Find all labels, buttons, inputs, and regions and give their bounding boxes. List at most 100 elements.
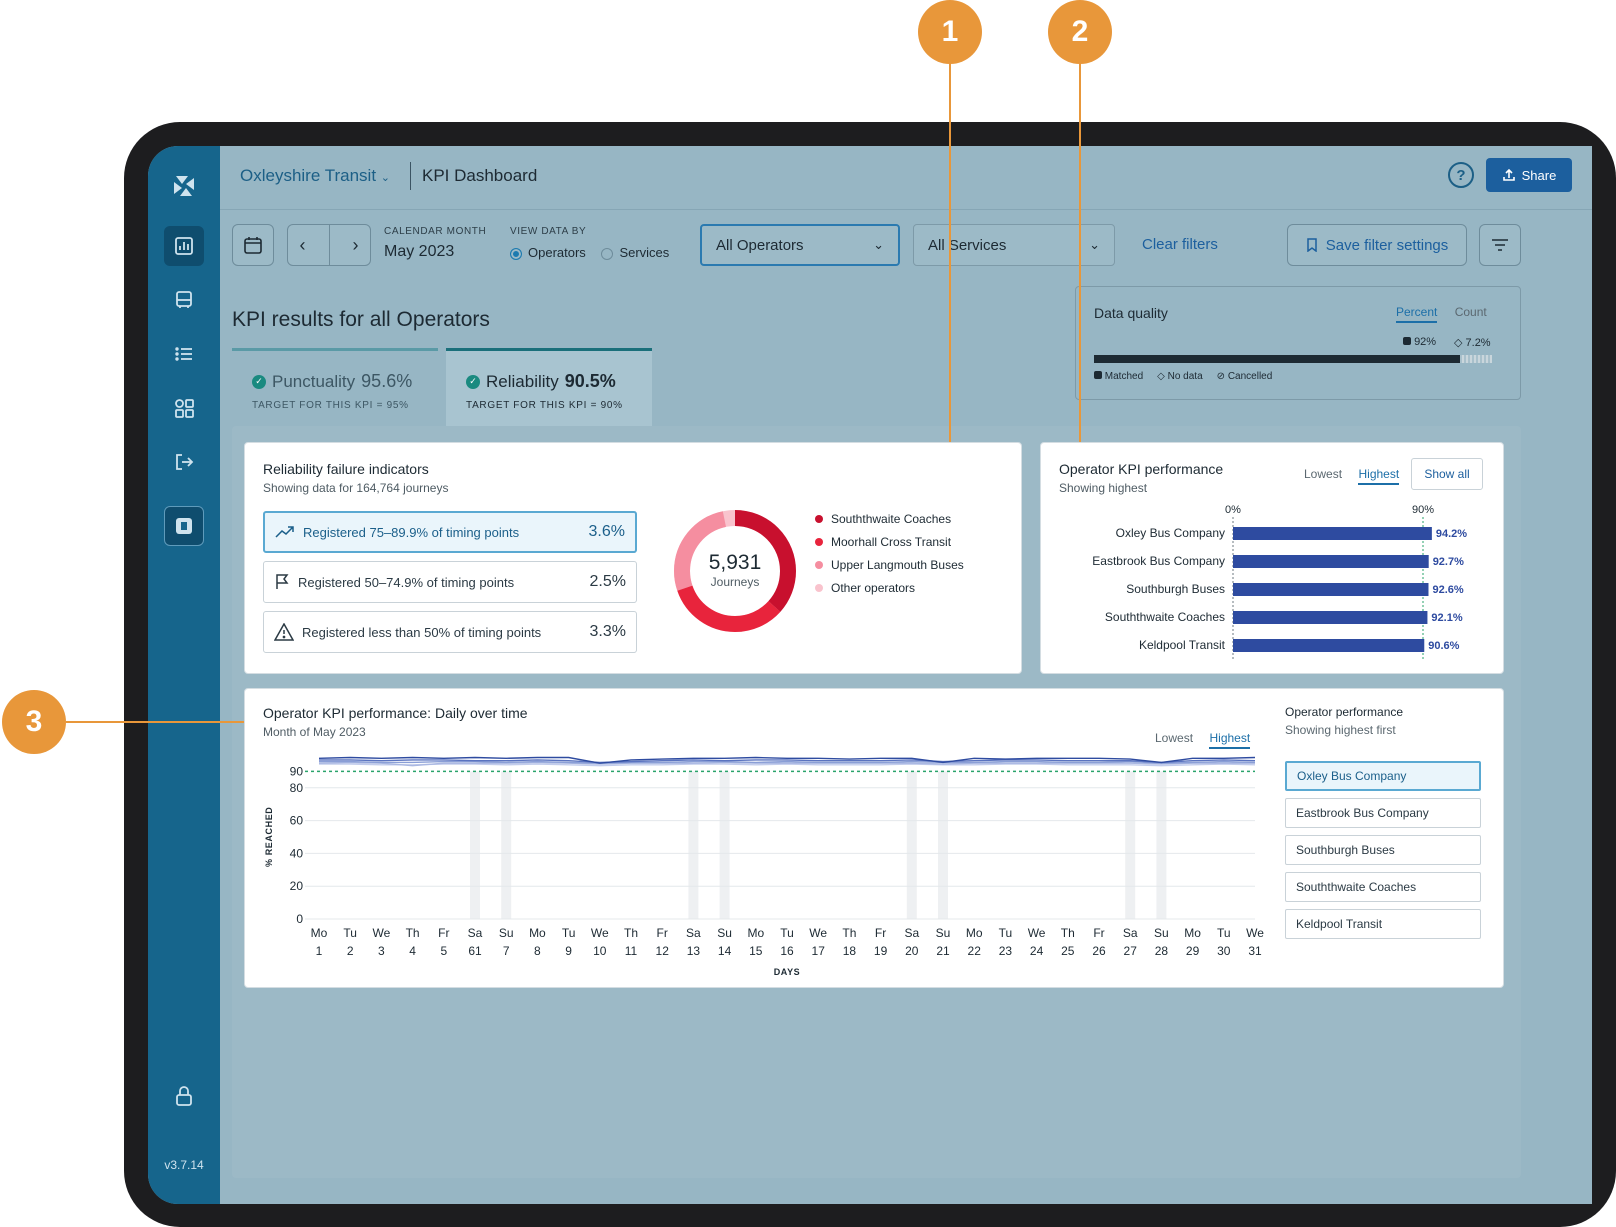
operator-item-oxley[interactable]: Oxley Bus Company <box>1285 761 1481 791</box>
x-weekday-label: Th <box>406 926 420 940</box>
org-name: Oxleyshire Transit <box>240 166 377 185</box>
upload-icon <box>1502 168 1515 181</box>
top-bar: Oxleyshire Transit ⌄ KPI Dashboard ? Sha… <box>220 146 1592 210</box>
prev-month-icon[interactable]: ‹ <box>299 234 306 255</box>
page-title: KPI Dashboard <box>422 166 538 185</box>
share-button[interactable]: Share <box>1486 158 1572 192</box>
operator-item-eastbrook[interactable]: Eastbrook Bus Company <box>1285 798 1481 828</box>
tab-percent[interactable]: Percent <box>1396 305 1438 323</box>
bar-label: Souththwaite Coaches <box>1105 610 1225 624</box>
bar-label: Eastbrook Bus Company <box>1092 554 1225 568</box>
indicator-row-50-74[interactable]: Registered 50–74.9% of timing points 2.5% <box>263 561 637 603</box>
callout-3-number: 3 <box>25 705 43 738</box>
chart-icon[interactable] <box>164 226 204 266</box>
filter-settings-button[interactable] <box>1479 224 1521 266</box>
donut-upper-langmouth <box>674 510 796 632</box>
org-selector[interactable]: Oxleyshire Transit ⌄ <box>240 166 390 186</box>
map-icon[interactable] <box>164 506 204 546</box>
x-day-label: 26 <box>1092 944 1106 958</box>
x-weekday-label: We <box>373 926 391 940</box>
series-line <box>319 763 1256 767</box>
help-icon[interactable]: ? <box>1448 162 1474 188</box>
x-weekday-label: Su <box>717 926 732 940</box>
x-day-label: 20 <box>905 944 919 958</box>
x-day-label: 29 <box>1186 944 1200 958</box>
other-pct: ◇ 7.2% <box>1454 337 1491 349</box>
operator-item-souththwaite[interactable]: Souththwaite Coaches <box>1285 872 1481 902</box>
chevron-down-icon: ⌄ <box>380 172 390 184</box>
data-quality-matched-fill <box>1094 355 1461 363</box>
calendar-button[interactable] <box>232 224 274 266</box>
data-quality-bar <box>1094 355 1492 363</box>
x-weekday-label: We <box>809 926 827 940</box>
x-day-label: 12 <box>656 944 670 958</box>
bar-value: 92.6% <box>1432 584 1463 596</box>
x-weekday-label: We <box>591 926 609 940</box>
y-axis-label: % REACHED <box>264 807 274 867</box>
operator-perf-title: Operator KPI performance <box>1059 461 1224 477</box>
x-day-label: 2 <box>347 944 354 958</box>
x-weekday-label: Su <box>1154 926 1169 940</box>
next-month-icon[interactable]: › <box>352 234 359 255</box>
clear-filters-link[interactable]: Clear filters <box>1142 236 1218 253</box>
services-select[interactable]: All Services ⌄ <box>913 224 1115 266</box>
list-icon[interactable] <box>164 334 204 374</box>
version-label: v3.7.14 <box>164 1158 204 1172</box>
indicator-row-under-50[interactable]: Registered less than 50% of timing point… <box>263 611 637 653</box>
donut-legend: Souththwaite Coaches Moorhall Cross Tran… <box>815 507 964 599</box>
daily-seg-lowest[interactable]: Lowest <box>1155 731 1194 745</box>
series-line <box>319 760 1256 764</box>
x-weekday-label: We <box>1246 926 1264 940</box>
show-all-button[interactable]: Show all <box>1411 458 1483 490</box>
x-day-label: 22 <box>968 944 982 958</box>
save-filter-button[interactable]: Save filter settings <box>1287 224 1467 266</box>
x-day-label: 13 <box>687 944 701 958</box>
flag-icon <box>276 574 289 589</box>
x-day-label: 27 <box>1124 944 1138 958</box>
weekend-band <box>1125 771 1136 919</box>
operators-select[interactable]: All Operators ⌄ <box>700 224 900 266</box>
tab-count[interactable]: Count <box>1454 305 1487 319</box>
y-tick-label: 80 <box>290 781 304 795</box>
x-weekday-label: Mo <box>747 926 764 940</box>
indicator-row-75-89[interactable]: Registered 75–89.9% of timing points 3.6% <box>263 511 637 553</box>
tab-punctuality[interactable]: ✓ Punctuality 95.6% TARGET FOR THIS KPI = … <box>232 348 438 426</box>
x-day-label: 28 <box>1155 944 1169 958</box>
lock-icon[interactable] <box>164 1076 204 1116</box>
radio-operators[interactable]: Operators <box>510 245 586 260</box>
callout-3-line <box>66 721 244 723</box>
seg-highest[interactable]: Highest <box>1358 467 1400 485</box>
x-day-label: 23 <box>999 944 1013 958</box>
tab-reliability[interactable]: ✓ Reliability 90.5% TARGET FOR THIS KPI = … <box>446 348 652 426</box>
side-subtitle: Showing highest first <box>1285 723 1396 737</box>
calendar-month: CALENDAR MONTH May 2023 <box>384 226 486 261</box>
legend-item: Souththwaite Coaches <box>815 507 964 530</box>
radio-services[interactable]: Services <box>601 245 669 260</box>
x-weekday-label: Mo <box>966 926 983 940</box>
bar-label: Southburgh Buses <box>1126 582 1225 596</box>
legend-cancelled: ⊘ Cancelled <box>1216 371 1273 382</box>
legend-item: Upper Langmouth Buses <box>815 553 964 576</box>
operator-item-southburgh[interactable]: Southburgh Buses <box>1285 835 1481 865</box>
bus-icon[interactable] <box>164 280 204 320</box>
y-tick-label: 40 <box>290 846 304 860</box>
x-day-label: 4 <box>409 944 416 958</box>
x-day-label: 21 <box>936 944 950 958</box>
callout-1: 1 <box>918 0 982 64</box>
series-line <box>318 761 1255 767</box>
x-day-label: 14 <box>718 944 732 958</box>
operator-kpi-panel: Operator KPI performance Showing highest… <box>1040 442 1504 674</box>
seg-lowest[interactable]: Lowest <box>1304 467 1343 481</box>
x-day-label: 25 <box>1061 944 1075 958</box>
logo-icon[interactable] <box>164 166 204 206</box>
exit-icon[interactable] <box>164 442 204 482</box>
weekend-band <box>719 771 730 919</box>
apps-icon[interactable] <box>164 388 204 428</box>
weekend-band <box>688 771 699 919</box>
header-divider <box>410 162 411 190</box>
callout-2-line <box>1079 62 1081 442</box>
series-line <box>319 759 1256 764</box>
daily-seg-highest[interactable]: Highest <box>1209 731 1251 749</box>
operator-item-keldpool[interactable]: Keldpool Transit <box>1285 909 1481 939</box>
x-weekday-label: Tu <box>999 926 1013 940</box>
